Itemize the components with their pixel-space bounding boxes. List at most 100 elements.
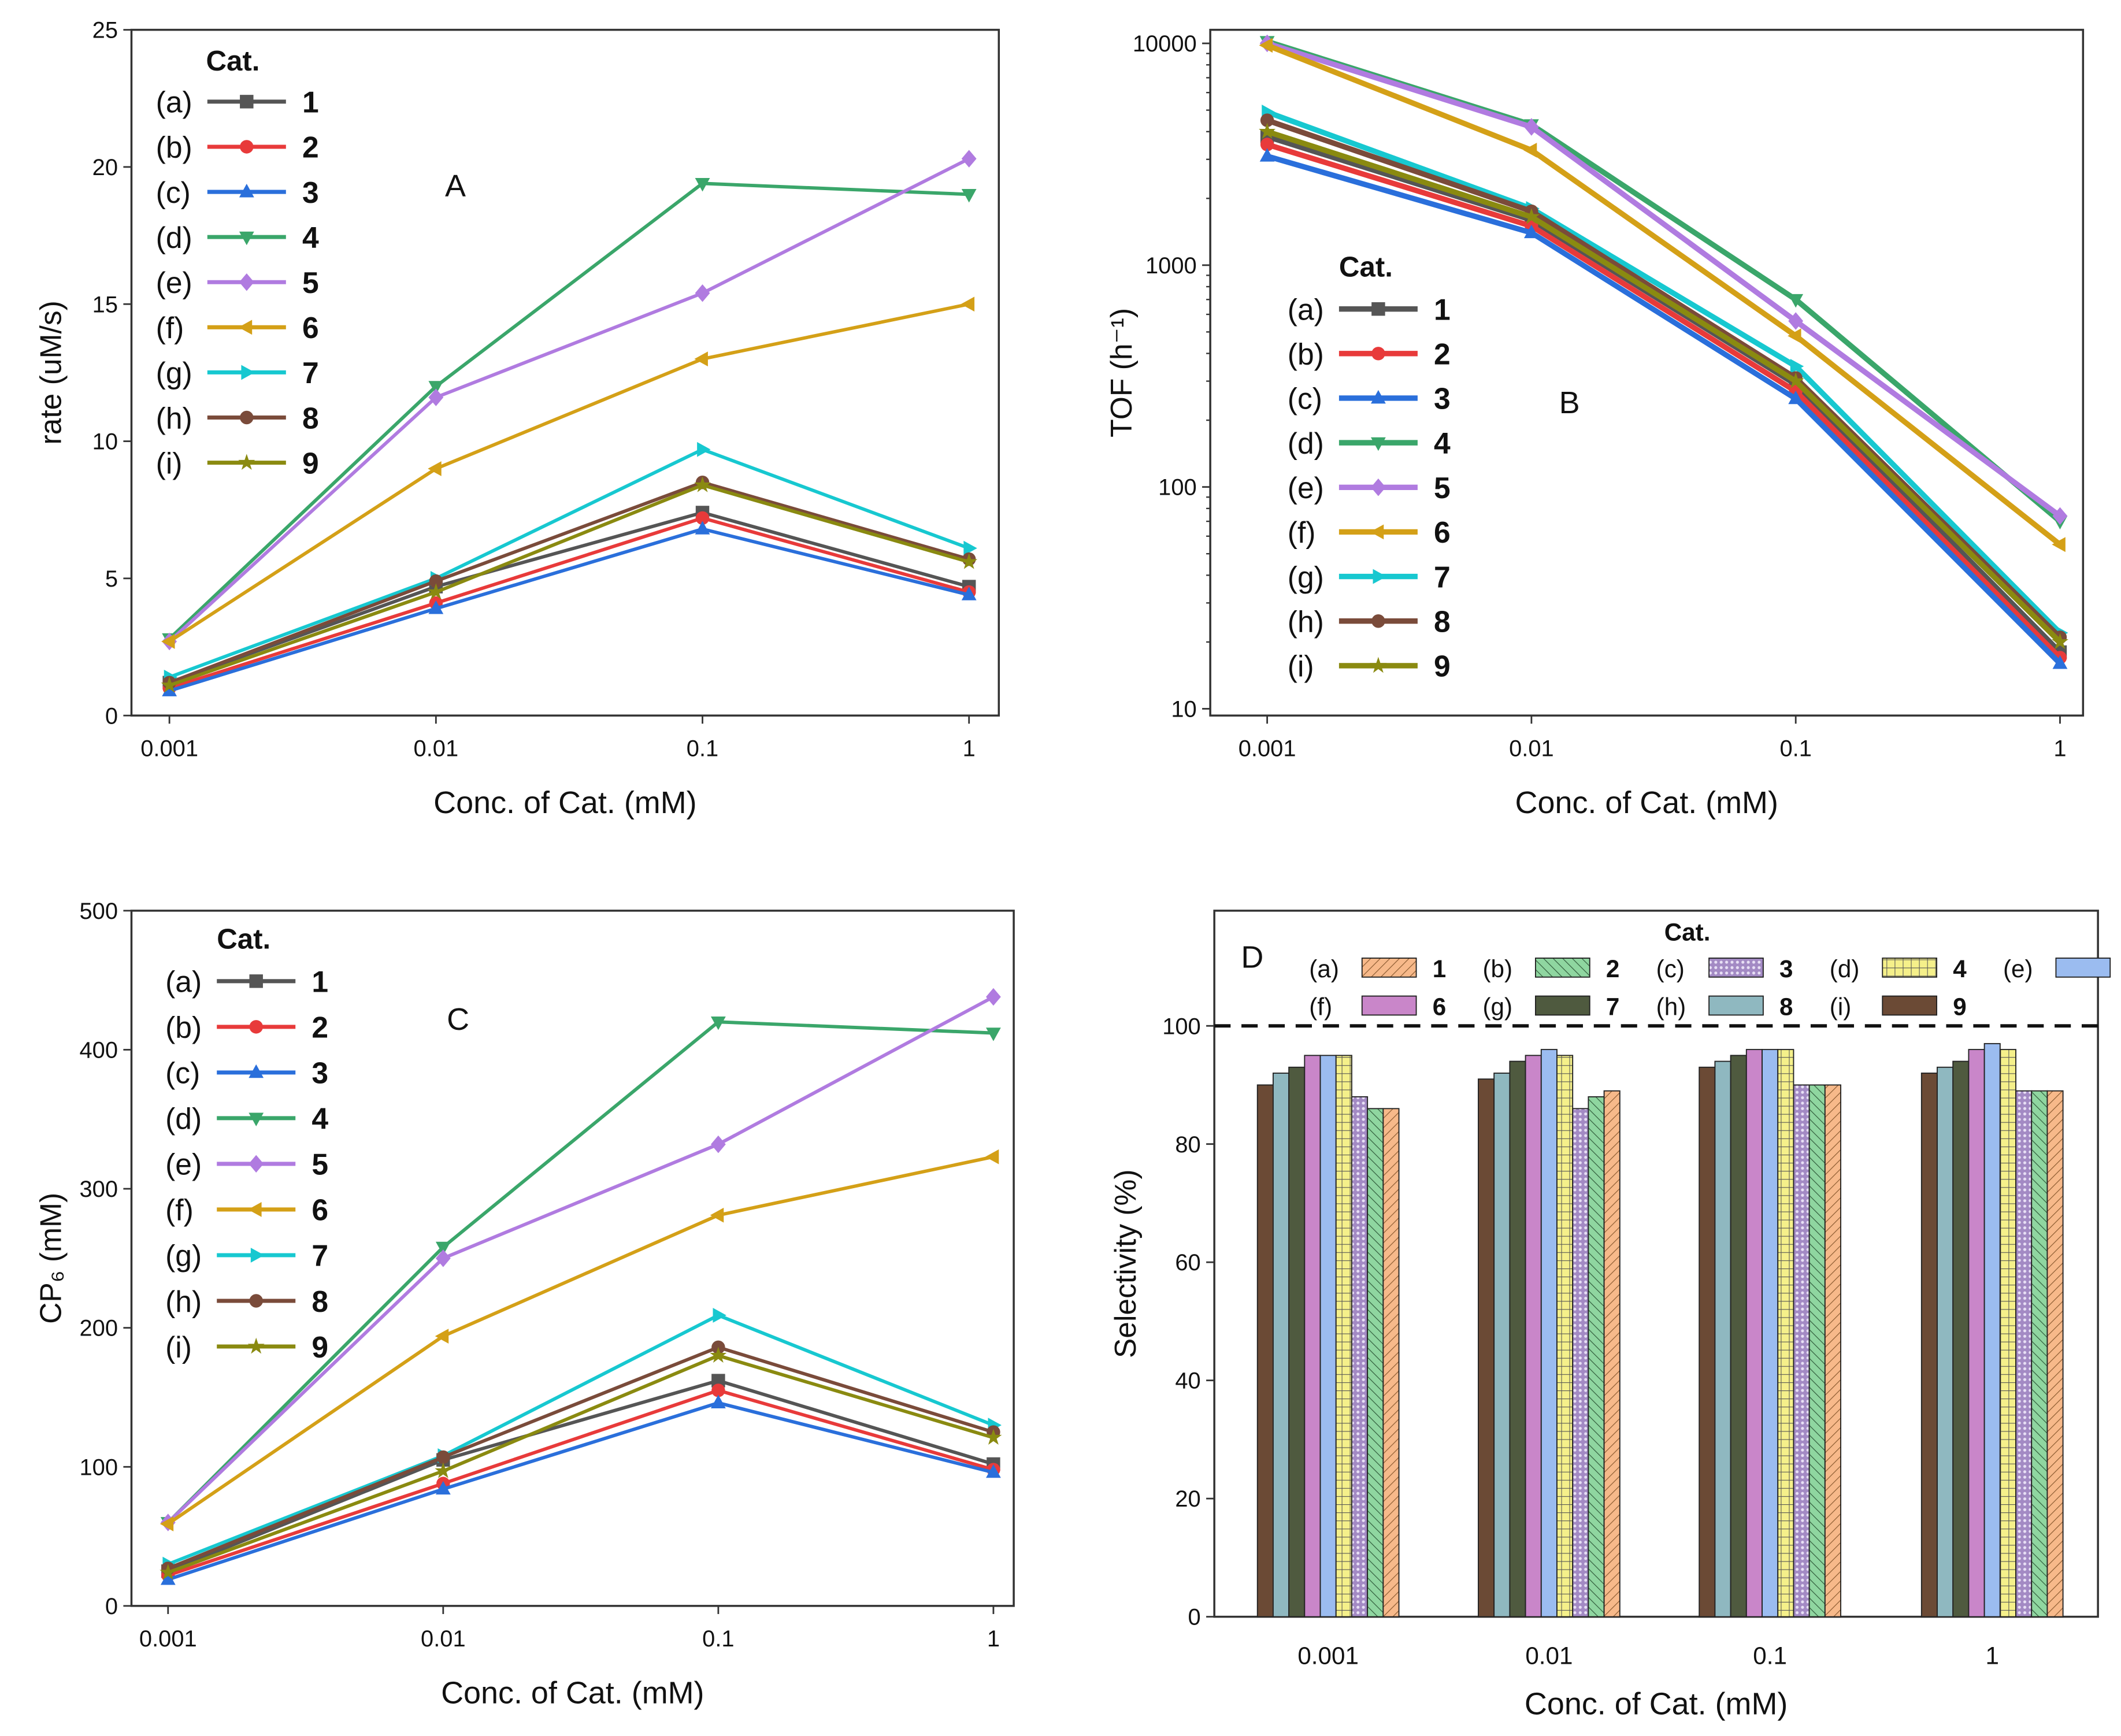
legend-item-6: (f) 6 — [165, 1193, 328, 1227]
data-point-6-0.01 — [1523, 142, 1537, 158]
legend-marker — [239, 183, 254, 198]
y-tick-label: 400 — [80, 1038, 118, 1063]
x-tick-label: 1 — [2053, 736, 2066, 762]
legend-label: 8 — [1779, 993, 1793, 1020]
series-9 — [1259, 123, 2069, 650]
legend-marker — [238, 320, 253, 335]
legend-marker — [239, 273, 254, 291]
data-point-5-0.01 — [428, 388, 444, 406]
legend-swatch — [1708, 995, 1764, 1016]
legend-item-1: (a) 1 — [1288, 292, 1451, 326]
x-tick-label: 0.001 — [1239, 736, 1296, 762]
x-axis-title: Conc. of Cat. (mM) — [433, 785, 696, 820]
legend-label: 8 — [302, 401, 319, 435]
data-point-9-0.001 — [161, 676, 178, 693]
legend-label: 7 — [1434, 560, 1451, 593]
data-point-7-0.1 — [713, 1308, 726, 1323]
y-tick-label: 10 — [92, 429, 118, 455]
plot-frame — [130, 28, 1000, 717]
y-tick-label: 100 — [1162, 1014, 1201, 1039]
bar-6-0.1 — [1745, 1049, 1763, 1618]
legend-label: 6 — [1433, 993, 1446, 1020]
data-point-7-0.1 — [697, 442, 711, 457]
legend-tag: (h) — [1288, 604, 1324, 638]
legend-tag: (f) — [165, 1193, 194, 1227]
data-point-6-1 — [2052, 537, 2066, 552]
bar-5-0.001 — [1319, 1055, 1337, 1618]
legend-tag: (i) — [156, 446, 183, 480]
data-point-3-0.1 — [695, 521, 710, 535]
data-point-4-1 — [986, 1027, 1001, 1041]
legend-tag: (f) — [1309, 993, 1332, 1020]
legend-marker — [248, 1202, 262, 1217]
legend-tag: (c) — [156, 176, 191, 209]
x-tick-label: 0.01 — [414, 736, 459, 762]
legend-tag: (i) — [165, 1330, 192, 1364]
series-line-3 — [167, 1401, 994, 1581]
legend-item-7: (g) 7 — [165, 1239, 328, 1273]
bar-1-0.01 — [1603, 1090, 1621, 1618]
legend-tag: (i) — [1830, 993, 1851, 1020]
series-line-5 — [166, 995, 995, 1524]
legend: Cat.(a)1(b)2(c)3(d)4(e)5(f)6(g)7(h)8(i)9 — [156, 45, 319, 480]
bar-3-0.1 — [1793, 1084, 1810, 1618]
data-point-3-0.001 — [160, 1571, 176, 1585]
legend-label: 1 — [1434, 292, 1451, 326]
bar-9-0.1 — [1699, 1066, 1716, 1618]
legend-label: 1 — [312, 965, 328, 999]
bar-3-0.01 — [1572, 1108, 1589, 1618]
data-point-5-1 — [961, 150, 977, 168]
series-line-9 — [1266, 129, 2062, 644]
x-tick-label: 1 — [987, 1626, 1000, 1652]
data-point-2-0.1 — [711, 1383, 725, 1397]
bar-6-0.001 — [1304, 1055, 1321, 1618]
plot-frame — [1213, 910, 2099, 1618]
legend-label: 9 — [302, 446, 319, 480]
data-point-6-0.001 — [161, 634, 175, 649]
data-point-9-0.01 — [435, 1462, 452, 1478]
legend-marker — [1371, 347, 1385, 361]
x-tick-label: 1 — [1985, 1642, 1998, 1670]
legend-label: 3 — [1434, 382, 1451, 416]
data-point-9-1 — [985, 1429, 1002, 1445]
series-9 — [160, 1346, 1002, 1580]
legend-item-4: (d) 4 — [1288, 426, 1451, 460]
legend: Cat.(a)1(b)2(c)3(d)4(e)5(f)6(g)7(h)8(i)9 — [165, 923, 328, 1364]
legend-tag: (b) — [165, 1011, 202, 1044]
data-point-9-0.1 — [1787, 372, 1804, 388]
data-point-9-0.1 — [710, 1346, 727, 1363]
series-9 — [161, 476, 978, 693]
legend-item-4: (d) 4 — [156, 221, 319, 254]
data-point-9-0.01 — [427, 583, 444, 599]
legend-item-7: (g) 7 — [1482, 993, 1619, 1020]
legend-item-3: (c) 3 — [165, 1056, 328, 1090]
bar-4-0.001 — [1335, 1055, 1352, 1618]
x-tick-label: 0.001 — [140, 736, 198, 762]
legend-tag: (c) — [165, 1056, 200, 1090]
y-axis-title: CP₆ (mM) — [34, 1193, 68, 1324]
y-tick-label: 100 — [1158, 475, 1197, 500]
legend-tag: (g) — [1482, 993, 1512, 1020]
legend-marker — [1371, 302, 1385, 316]
legend-marker — [1373, 569, 1386, 584]
y-tick-label: 60 — [1175, 1250, 1200, 1275]
data-point-8-0.01 — [436, 1450, 450, 1464]
legend: Cat.(a)1(b)2(c)3(d)4(e)5(f)6(g)7(h)8(i)9 — [1309, 918, 2111, 1020]
bar-2-0.01 — [1588, 1096, 1605, 1618]
bar-5-1 — [1983, 1043, 2001, 1618]
series-line-5 — [1266, 40, 2062, 518]
x-tick-label: 0.001 — [139, 1626, 197, 1652]
series-5 — [162, 150, 977, 651]
legend-tag: (b) — [156, 131, 192, 164]
data-point-6-0.1 — [710, 1207, 724, 1223]
data-point-9-0.001 — [160, 1563, 177, 1580]
y-tick-label: 500 — [80, 899, 118, 924]
legend-tag: (g) — [1288, 560, 1324, 593]
bar-8-0.001 — [1272, 1073, 1290, 1618]
series-line-8 — [167, 1345, 994, 1570]
x-tick-label: 0.1 — [1779, 736, 1811, 762]
legend-tag: (g) — [156, 356, 192, 390]
legend-label: 1 — [302, 86, 319, 119]
legend-swatch — [1361, 958, 1417, 978]
